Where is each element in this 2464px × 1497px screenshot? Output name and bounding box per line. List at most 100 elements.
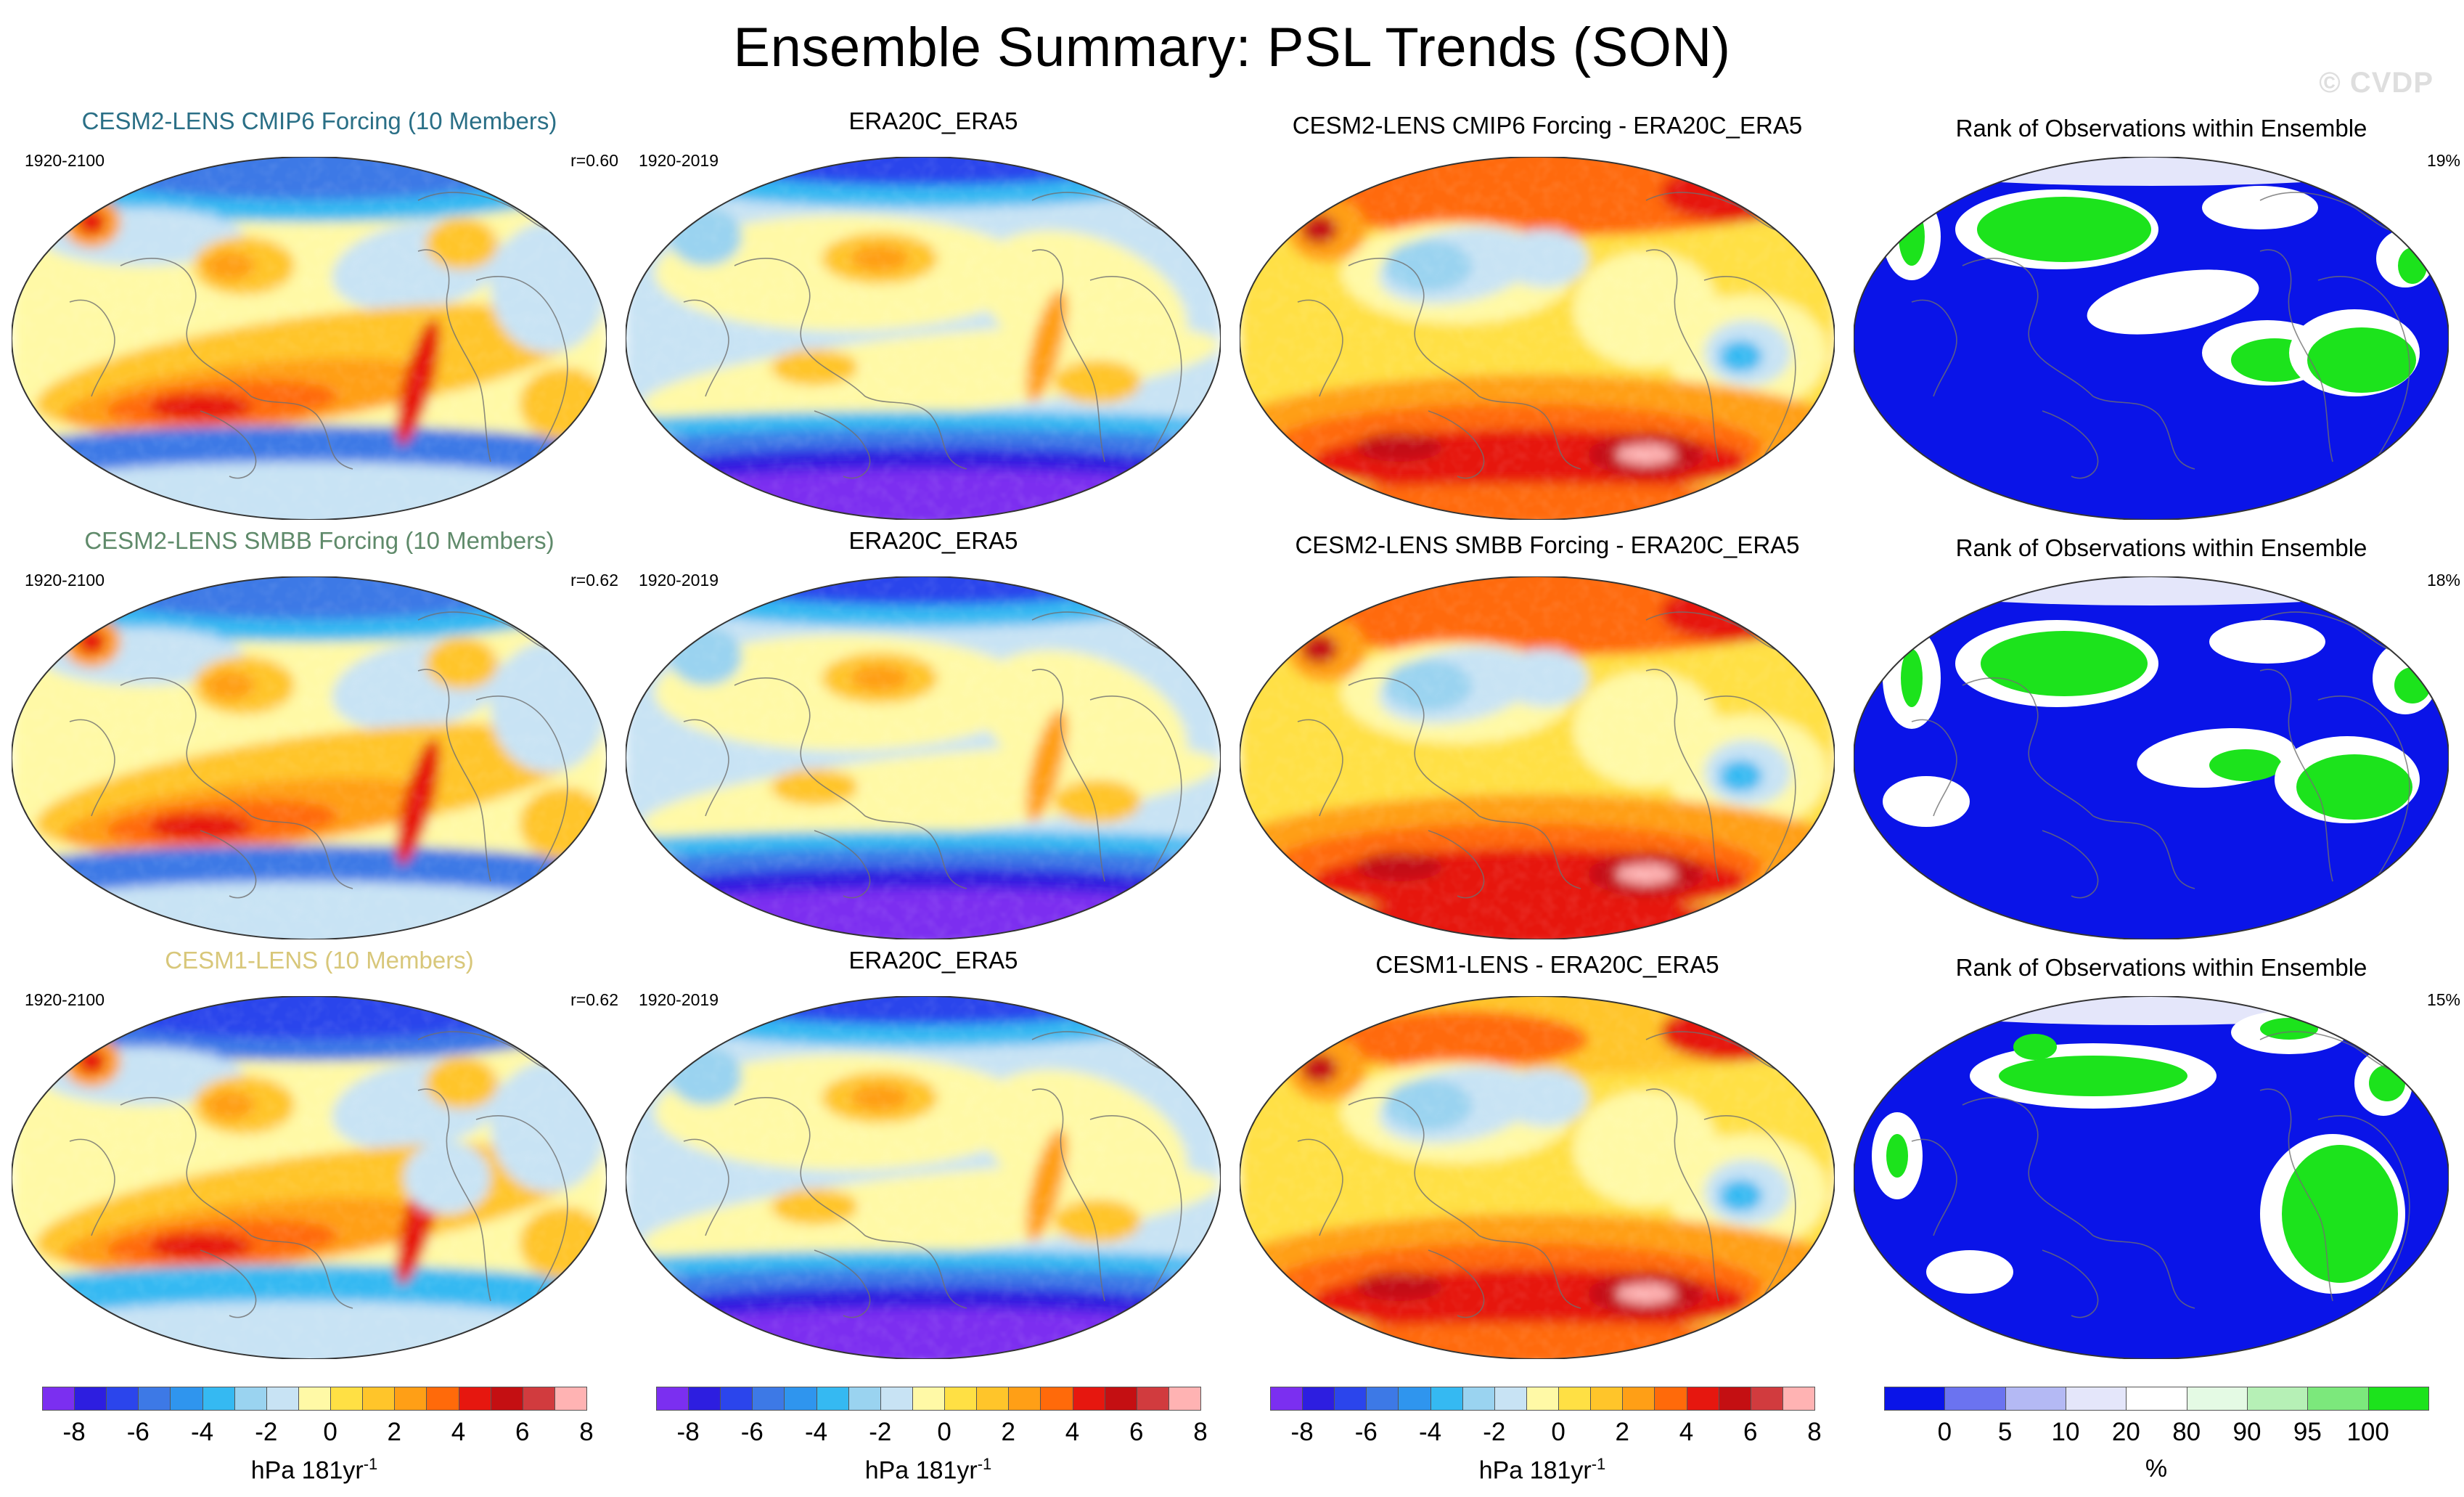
map-panel-rank-row2: Rank of Observations within Ensemble 18% [1854,534,2464,957]
colorbar-swatch [1136,1387,1169,1411]
colorbar-tick-label: 4 [451,1418,466,1446]
colorbar-tick-label: 100 [2346,1418,2389,1446]
colorbar-swatch [554,1387,587,1411]
cvdp-watermark: © CVDP [2319,67,2434,99]
colorbar-swatch [976,1387,1010,1411]
map-panel-rank-row3: Rank of Observations within Ensemble 15% [1854,954,2464,1376]
colorbar-unit-label: hPa 181yr-1 [864,1455,992,1485]
colorbar-swatch [688,1387,721,1411]
colorbar-swatch [490,1387,523,1411]
pattern-correlation-label: r=0.62 [570,990,618,1009]
percent-outside-label: 15% [2426,990,2460,1009]
year-range-label: 1920-2100 [25,571,105,590]
colorbar-tick-label: 5 [1997,1418,2013,1446]
colorbar-swatch [1590,1387,1624,1411]
panel-title: CESM1-LENS (10 Members) [165,947,474,974]
colorbar-tick-label: 2 [1615,1418,1630,1446]
colorbar-swatch [1072,1387,1105,1411]
colorbar-swatch [426,1387,459,1411]
year-range-label: 1920-2019 [639,151,719,170]
colorbar-swatch [1718,1387,1751,1411]
colorbar-swatch [1462,1387,1495,1411]
map-panel-diff-row1: CESM2-LENS CMIP6 Forcing - ERA20C_ERA5 [1240,112,1855,537]
colorbar-tick-label: -6 [1354,1418,1378,1446]
colorbar-swatch [362,1387,396,1411]
panel-title: Rank of Observations within Ensemble [1955,534,2367,561]
map-panel-model-row1: CESM2-LENS CMIP6 Forcing (10 Members) 192… [12,107,627,537]
colorbar-tick-label: -8 [1290,1418,1314,1446]
colorbar-tick-label: -2 [1483,1418,1506,1446]
page-title: Ensemble Summary: PSL Trends (SON) [733,17,1731,78]
trend-colorbar-diff: -8 -6 -4 -2 0 2 4 6 8 hPa 181yr-1 [1270,1387,1822,1488]
colorbar-swatch [1782,1387,1815,1411]
colorbar-tick-label: 4 [1065,1418,1080,1446]
colorbar-tick-label: -2 [255,1418,278,1446]
colorbar-tick-label: 20 [2111,1418,2140,1446]
colorbar-tick-label: 2 [387,1418,402,1446]
colorbar-swatch [1302,1387,1335,1411]
colorbar-swatch [2307,1387,2369,1411]
colorbar-tick-label: -8 [676,1418,700,1446]
rank-colorbar: 0 5 10 20 80 90 95 100% [1884,1387,2429,1488]
panel-title: CESM2-LENS CMIP6 Forcing (10 Members) [81,107,557,134]
colorbar-swatch [1398,1387,1431,1411]
panel-title: Rank of Observations within Ensemble [1955,115,2367,142]
colorbar-swatch [2367,1387,2429,1411]
panel-title: ERA20C_ERA5 [848,947,1018,974]
map-panel-diff-row2: CESM2-LENS SMBB Forcing - ERA20C_ERA5 [1240,531,1855,957]
colorbar-swatch [1750,1387,1783,1411]
colorbar-swatch [1686,1387,1719,1411]
colorbar-tick-label: 2 [1001,1418,1016,1446]
colorbar-swatch [234,1387,267,1411]
colorbar-tick-label: -6 [740,1418,764,1446]
pattern-correlation-label: r=0.62 [570,571,618,590]
colorbar-swatch [1526,1387,1560,1411]
colorbar-swatch [1494,1387,1527,1411]
colorbar-tick-label: -6 [126,1418,150,1446]
colorbar-swatch [1270,1387,1303,1411]
colorbar-swatch [1334,1387,1367,1411]
colorbar-tick-label: -4 [805,1418,828,1446]
colorbar-swatch [522,1387,555,1411]
year-range-label: 1920-2100 [25,990,105,1009]
colorbar-swatch [912,1387,946,1411]
colorbar-swatch [394,1387,427,1411]
trend-colorbar-obs: -8 -6 -4 -2 0 2 4 6 8 hPa 181yr-1 [656,1387,1208,1488]
colorbar-swatch [1654,1387,1687,1411]
panel-title: CESM2-LENS SMBB Forcing (10 Members) [84,527,554,554]
colorbar-swatch [656,1387,689,1411]
colorbar-swatch [2186,1387,2248,1411]
colorbar-swatch [1884,1387,1946,1411]
colorbar-swatch [138,1387,171,1411]
panel-title: CESM2-LENS CMIP6 Forcing - ERA20C_ERA5 [1292,112,1803,139]
map-panel-model-row2: CESM2-LENS SMBB Forcing (10 Members) 1920… [12,527,627,957]
colorbar-tick-label: 10 [2051,1418,2080,1446]
colorbar-swatch [1622,1387,1655,1411]
colorbar-swatch [720,1387,753,1411]
colorbar-swatch [1944,1387,2006,1411]
map-panel-rank-row1: Rank of Observations within Ensemble 19% [1854,115,2464,537]
colorbar-swatch [1430,1387,1463,1411]
panel-title: CESM2-LENS SMBB Forcing - ERA20C_ERA5 [1295,531,1800,558]
colorbar-swatch [1558,1387,1592,1411]
panel-title: ERA20C_ERA5 [848,107,1018,134]
trend-colorbar-model: -8 -6 -4 -2 0 2 4 6 8 hPa 181yr-1 [42,1387,594,1488]
colorbar-swatch [784,1387,817,1411]
colorbar-unit-label: % [2145,1455,2168,1482]
colorbar-tick-label: 0 [1551,1418,1565,1446]
colorbar-tick-label: 0 [937,1418,951,1446]
map-panel-obs-row2: ERA20C_ERA5 1920-2019 [626,527,1241,957]
colorbar-unit-label: hPa 181yr-1 [250,1455,378,1485]
colorbar-swatch [944,1387,978,1411]
year-range-label: 1920-2019 [639,990,719,1009]
colorbar-unit-label: hPa 181yr-1 [1478,1455,1606,1485]
panel-title: Rank of Observations within Ensemble [1955,954,2367,981]
colorbar-swatch [2005,1387,2066,1411]
panel-title: ERA20C_ERA5 [848,527,1018,554]
colorbar-tick-label: 6 [1129,1418,1144,1446]
colorbar-swatch [170,1387,203,1411]
colorbar-swatch [2126,1387,2187,1411]
colorbar-tick-label: 8 [579,1418,594,1446]
colorbar-tick-label: 80 [2172,1418,2201,1446]
colorbar-swatch [848,1387,881,1411]
